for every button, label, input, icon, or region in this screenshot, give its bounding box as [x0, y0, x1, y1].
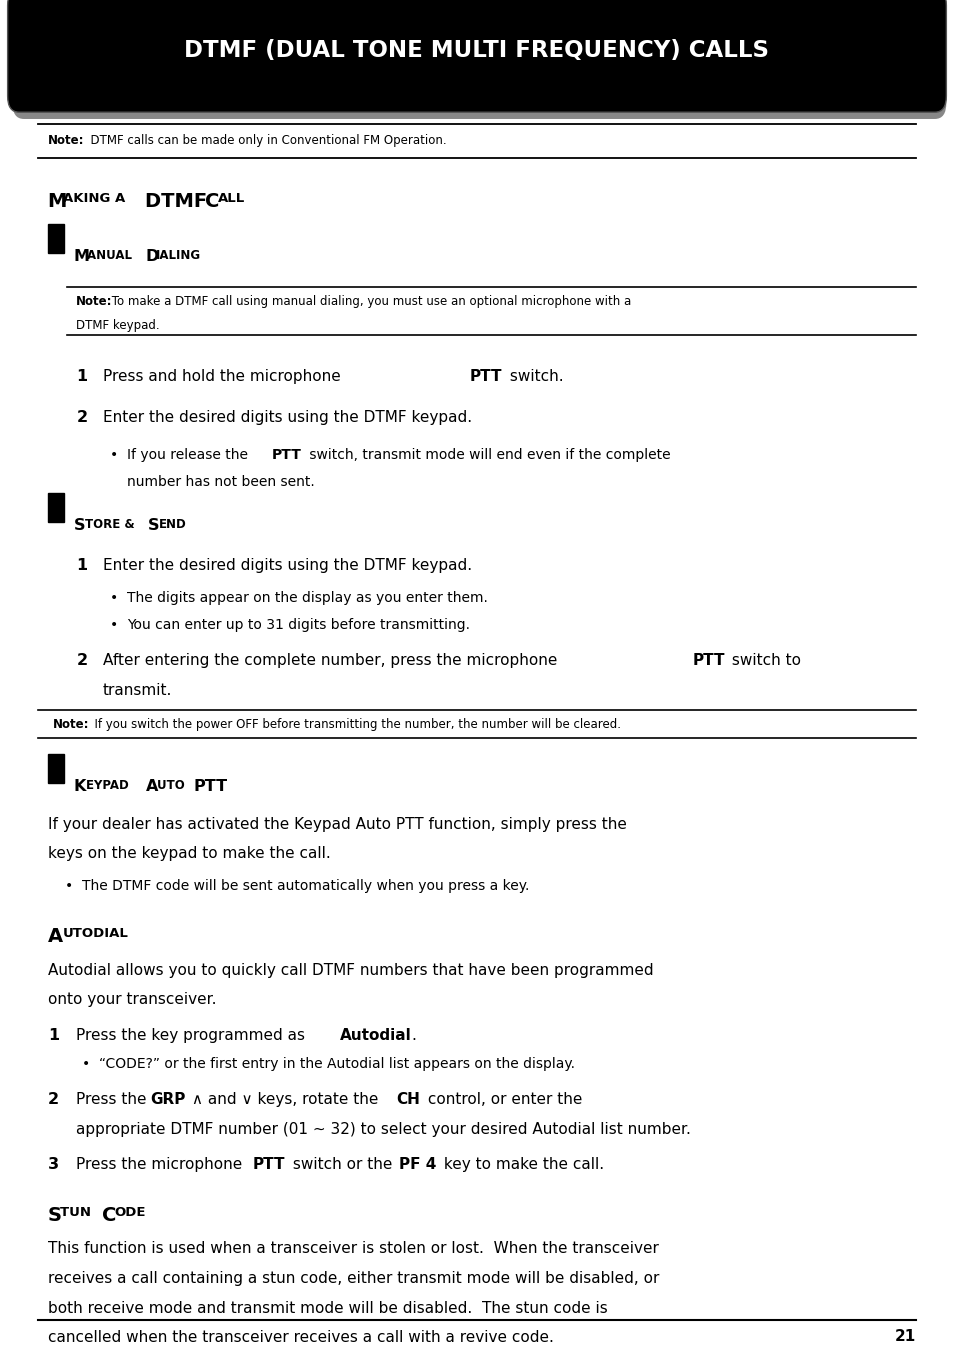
Text: END: END — [159, 518, 187, 531]
Text: If you switch the power OFF before transmitting the number, the number will be c: If you switch the power OFF before trans… — [87, 718, 620, 731]
Text: number has not been sent.: number has not been sent. — [127, 475, 314, 488]
Text: If you release the: If you release the — [127, 448, 252, 461]
Text: Enter the desired digits using the DTMF keypad.: Enter the desired digits using the DTMF … — [103, 558, 472, 573]
Text: PTT: PTT — [469, 369, 501, 384]
Text: A: A — [48, 927, 63, 946]
Text: ALL: ALL — [217, 192, 245, 206]
Text: 3: 3 — [48, 1157, 59, 1172]
Text: ∧ and ∨ keys, rotate the: ∧ and ∨ keys, rotate the — [187, 1092, 383, 1107]
Text: Autodial: Autodial — [339, 1028, 411, 1042]
Text: TUN: TUN — [60, 1206, 95, 1220]
Text: S: S — [148, 518, 159, 533]
Text: D: D — [145, 249, 158, 264]
Text: Press the microphone: Press the microphone — [76, 1157, 247, 1172]
Text: Note:: Note: — [48, 134, 84, 147]
Text: Enter the desired digits using the DTMF keypad.: Enter the desired digits using the DTMF … — [103, 410, 472, 425]
Text: DTMF: DTMF — [145, 192, 213, 211]
Text: Autodial allows you to quickly call DTMF numbers that have been programmed: Autodial allows you to quickly call DTMF… — [48, 963, 653, 977]
Text: DTMF (DUAL TONE MULTI FREQUENCY) CALLS: DTMF (DUAL TONE MULTI FREQUENCY) CALLS — [184, 38, 769, 62]
Text: onto your transceiver.: onto your transceiver. — [48, 992, 216, 1007]
Text: “CODE?” or the first entry in the Autodial list appears on the display.: “CODE?” or the first entry in the Autodi… — [99, 1057, 575, 1071]
Text: appropriate DTMF number (01 ∼ 32) to select your desired Autodial list number.: appropriate DTMF number (01 ∼ 32) to sel… — [76, 1122, 691, 1137]
Text: M: M — [48, 192, 67, 211]
Bar — [48, 754, 64, 783]
Text: GRP: GRP — [150, 1092, 185, 1107]
Text: keys on the keypad to make the call.: keys on the keypad to make the call. — [48, 846, 330, 861]
Text: PTT: PTT — [272, 448, 301, 461]
Text: •: • — [82, 1057, 91, 1071]
Text: After entering the complete number, press the microphone: After entering the complete number, pres… — [103, 653, 561, 668]
Text: AKING A: AKING A — [63, 192, 130, 206]
Text: ANUAL: ANUAL — [87, 249, 135, 262]
Text: Note:: Note: — [52, 718, 89, 731]
Text: 1: 1 — [76, 369, 88, 384]
Text: C: C — [205, 192, 219, 211]
Text: TORE &: TORE & — [85, 518, 138, 531]
Text: 1: 1 — [76, 558, 88, 573]
Text: switch to: switch to — [726, 653, 801, 668]
Text: DTMF calls can be made only in Conventional FM Operation.: DTMF calls can be made only in Conventio… — [83, 134, 446, 147]
Text: •: • — [110, 448, 118, 461]
Text: PF 4: PF 4 — [398, 1157, 436, 1172]
Text: PTT: PTT — [193, 779, 228, 794]
Text: C: C — [102, 1206, 116, 1225]
Text: S: S — [73, 518, 85, 533]
Text: key to make the call.: key to make the call. — [438, 1157, 603, 1172]
Text: switch or the: switch or the — [288, 1157, 397, 1172]
Text: •: • — [110, 591, 118, 604]
Text: Press the key programmed as: Press the key programmed as — [76, 1028, 310, 1042]
Text: .: . — [411, 1028, 416, 1042]
Text: The digits appear on the display as you enter them.: The digits appear on the display as you … — [127, 591, 487, 604]
FancyBboxPatch shape — [8, 0, 945, 112]
Text: K: K — [73, 779, 86, 794]
Text: A: A — [146, 779, 158, 794]
Text: 2: 2 — [76, 653, 88, 668]
Text: ODE: ODE — [114, 1206, 146, 1220]
Bar — [48, 493, 64, 522]
Text: Press and hold the microphone: Press and hold the microphone — [103, 369, 345, 384]
Text: control, or enter the: control, or enter the — [422, 1092, 581, 1107]
Text: Note:: Note: — [76, 295, 112, 308]
Text: switch, transmit mode will end even if the complete: switch, transmit mode will end even if t… — [305, 448, 670, 461]
Text: •: • — [65, 879, 73, 892]
Text: PTT: PTT — [253, 1157, 285, 1172]
Text: The DTMF code will be sent automatically when you press a key.: The DTMF code will be sent automatically… — [82, 879, 529, 892]
Text: CH: CH — [395, 1092, 419, 1107]
Text: switch.: switch. — [504, 369, 562, 384]
Text: 2: 2 — [76, 410, 88, 425]
Text: Press the: Press the — [76, 1092, 152, 1107]
Text: 2: 2 — [48, 1092, 59, 1107]
Text: If your dealer has activated the Keypad Auto PTT function, simply press the: If your dealer has activated the Keypad … — [48, 817, 626, 831]
Text: UTO: UTO — [157, 779, 189, 792]
Text: PTT: PTT — [692, 653, 724, 668]
Text: UTODIAL: UTODIAL — [63, 927, 129, 941]
Text: S: S — [48, 1206, 62, 1225]
Text: 1: 1 — [48, 1028, 59, 1042]
Text: 21: 21 — [894, 1329, 915, 1344]
Text: To make a DTMF call using manual dialing, you must use an optional microphone wi: To make a DTMF call using manual dialing… — [108, 295, 630, 308]
Text: •: • — [110, 618, 118, 631]
Text: DTMF keypad.: DTMF keypad. — [76, 319, 160, 333]
Text: M: M — [73, 249, 90, 264]
Text: EYPAD: EYPAD — [86, 779, 132, 792]
Text: receives a call containing a stun code, either transmit mode will be disabled, o: receives a call containing a stun code, … — [48, 1271, 659, 1286]
Text: IALING: IALING — [155, 249, 200, 262]
Bar — [48, 224, 64, 253]
Text: You can enter up to 31 digits before transmitting.: You can enter up to 31 digits before tra… — [127, 618, 470, 631]
Text: This function is used when a transceiver is stolen or lost.  When the transceive: This function is used when a transceiver… — [48, 1241, 658, 1256]
Text: transmit.: transmit. — [103, 683, 172, 698]
Text: both receive mode and transmit mode will be disabled.  The stun code is: both receive mode and transmit mode will… — [48, 1301, 607, 1315]
Text: cancelled when the transceiver receives a call with a revive code.: cancelled when the transceiver receives … — [48, 1330, 553, 1345]
FancyBboxPatch shape — [12, 0, 945, 119]
